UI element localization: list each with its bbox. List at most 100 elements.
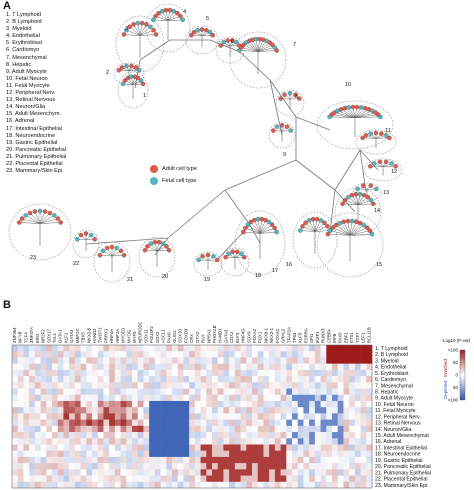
heatmap-cell — [343, 413, 350, 420]
heatmap-cell — [109, 345, 116, 352]
cluster-5: 5 — [185, 16, 219, 55]
heatmap-cell — [360, 463, 367, 470]
heatmap-cell — [172, 376, 179, 383]
heatmap-cell — [86, 456, 93, 464]
tree-branch — [85, 237, 169, 245]
heatmap-cell — [343, 376, 350, 383]
cell-type-item: 20. Pancreatic Epithelial — [6, 146, 67, 153]
heatmap-cell — [143, 444, 150, 451]
leaf-branch — [259, 224, 273, 234]
heatmap-cell — [360, 357, 367, 364]
heatmap-cell — [349, 351, 356, 358]
heatmap-cell — [80, 425, 87, 433]
heatmap-cell — [309, 456, 316, 464]
leaf-dot — [92, 236, 97, 242]
heatmap-cell — [343, 475, 350, 483]
leaf-dot — [360, 135, 365, 141]
heatmap-cell — [154, 394, 161, 402]
heatmap-cell — [326, 351, 333, 358]
leaf-dot — [322, 220, 327, 226]
heatmap-cell — [309, 413, 316, 420]
heatmap-cell — [354, 463, 361, 470]
heatmap-cell — [206, 351, 213, 358]
heatmap-cell — [320, 438, 327, 445]
heatmap-cell — [194, 413, 201, 420]
heatmap-cell — [86, 481, 93, 489]
cell-type-item: 11. Fetal Myocyte — [6, 82, 50, 89]
heatmap-cell — [86, 394, 93, 402]
heatmap-cell — [63, 369, 70, 377]
heatmap-cell — [92, 413, 99, 420]
heatmap-cell — [263, 382, 270, 389]
leaf-dot — [338, 107, 344, 112]
heatmap-cell — [320, 407, 327, 414]
heatmap-cell — [314, 444, 321, 451]
heatmap-cell — [29, 450, 36, 458]
leaf-branch — [354, 110, 373, 119]
heatmap-cell — [206, 450, 213, 458]
heatmap-cell — [212, 438, 219, 445]
heatmap-cell — [149, 475, 156, 483]
heatmap-cell — [132, 369, 139, 377]
heatmap-cell — [69, 444, 76, 451]
heatmap-cell — [263, 369, 270, 377]
heatmap-cell — [63, 357, 70, 364]
heatmap-cell — [143, 382, 150, 389]
heatmap-cell — [63, 382, 70, 389]
heatmap-cell — [280, 438, 287, 445]
heatmap-cell — [354, 345, 361, 352]
heatmap-cell — [29, 369, 36, 377]
heatmap-cell — [97, 444, 104, 451]
heatmap-cell — [223, 456, 230, 464]
heatmap-cell — [206, 456, 213, 464]
heatmap-cell — [303, 419, 310, 427]
heatmap-cell — [137, 407, 144, 414]
leaf-branch — [337, 110, 356, 119]
leaf-branch — [257, 44, 273, 52]
heatmap-cell — [252, 363, 259, 371]
gene-label: SOX2 — [155, 331, 160, 343]
leaf-dot — [325, 231, 331, 237]
leaf-dot — [278, 96, 283, 101]
heatmap-cell — [149, 413, 156, 420]
heatmap-cell — [189, 450, 196, 458]
heatmap-cell — [132, 450, 139, 458]
heatmap-cell — [200, 394, 207, 402]
heatmap-cell — [172, 481, 179, 489]
heatmap-cell — [132, 351, 139, 358]
heatmap-cell — [97, 351, 104, 358]
heatmap-cell — [366, 419, 373, 427]
heatmap-cell — [17, 388, 24, 396]
heatmap-cell — [126, 407, 133, 414]
heatmap-cell — [292, 394, 299, 402]
heatmap-cell — [337, 444, 344, 451]
leaf-branch — [259, 219, 266, 234]
heatmap-cell — [29, 469, 36, 476]
heatmap-cell — [257, 413, 264, 420]
heatmap-cell — [286, 351, 293, 358]
heatmap-cell — [274, 376, 281, 383]
tree-branch — [295, 116, 331, 131]
heatmap-cell — [332, 450, 339, 458]
heatmap-cell — [349, 444, 356, 451]
leaf-dot — [23, 213, 28, 218]
heatmap-cell — [286, 444, 293, 451]
heatmap-cell — [143, 456, 150, 464]
heatmap-cell — [166, 394, 173, 402]
heatmap-cell — [92, 419, 99, 427]
heatmap-cell — [354, 382, 361, 389]
gene-label: PRRX1 — [103, 328, 108, 343]
heatmap-cell — [120, 357, 127, 364]
gene-label: GATA2 — [69, 329, 74, 343]
heatmap-cell — [154, 345, 161, 352]
cluster-4: 4 — [145, 3, 191, 53]
leaf-dot — [365, 195, 371, 200]
heatmap-cell — [74, 456, 81, 464]
heatmap-cell — [114, 382, 121, 389]
heatmap-cell — [200, 345, 207, 352]
gene-label: CRX — [189, 334, 194, 343]
heatmap-cell — [303, 363, 310, 371]
heatmap-row-label: 19. Gastric Epithelial — [375, 458, 423, 464]
heatmap-cell — [252, 450, 259, 458]
heatmap-cell — [240, 469, 247, 476]
